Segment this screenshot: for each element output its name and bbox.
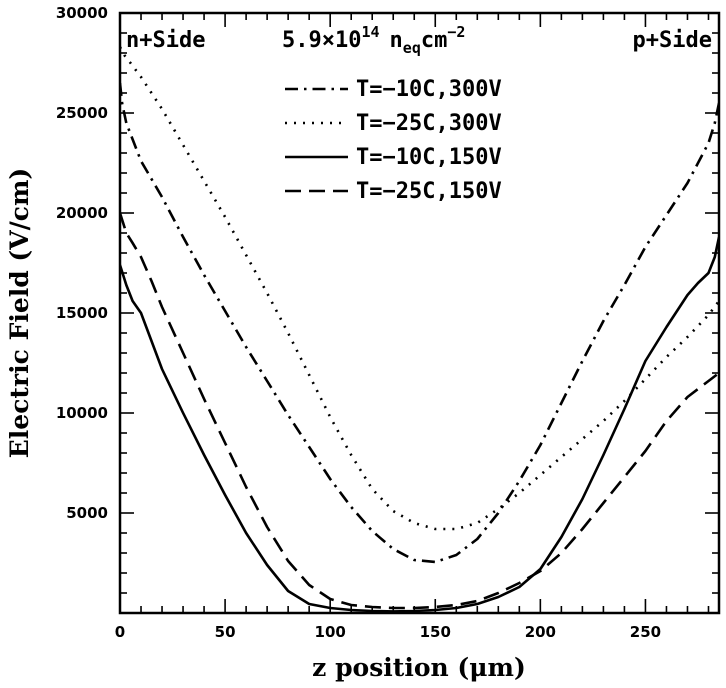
fluence-unit-exponent: −2 <box>447 23 465 41</box>
fluence-exponent: 14 <box>361 23 379 41</box>
x-tick-label: 0 <box>115 623 125 641</box>
legend-label-1: T=−10C,300V <box>356 77 502 102</box>
y-axis-title: Electric Field (V/cm) <box>5 168 34 459</box>
annotation-p-side: p+Side <box>633 28 712 53</box>
x-tick-label: 100 <box>315 623 346 641</box>
x-tick-label: 200 <box>525 623 556 641</box>
fluence-base: 5.9×10 <box>282 28 361 53</box>
y-tick-label: 10000 <box>56 404 108 422</box>
y-tick-label: 15000 <box>56 304 108 322</box>
fluence-unit-subscript: eq <box>403 39 421 57</box>
y-tick-label: 20000 <box>56 204 108 222</box>
fluence-unit-n: n <box>390 28 403 53</box>
x-tick-label: 50 <box>215 623 236 641</box>
x-axis-title: z position (μm) <box>312 653 526 682</box>
y-tick-label: 25000 <box>56 104 108 122</box>
fluence-unit-cm: cm <box>421 28 448 53</box>
y-tick-label: 5000 <box>66 504 108 522</box>
annotation-fluence: 5.9×1014 neqcm−2 <box>282 23 465 57</box>
series-line-3 <box>120 236 719 613</box>
legend-label-3: T=−10C,150V <box>356 145 502 170</box>
legend: T=−10C,300V T=−25C,300V T=−10C,150V T=−25C,… <box>285 77 502 204</box>
x-tick-label: 250 <box>630 623 661 641</box>
legend-label-4: T=−25C,150V <box>356 179 502 204</box>
legend-label-2: T=−25C,300V <box>356 111 502 136</box>
y-tick-label: 30000 <box>56 4 108 22</box>
plot-frame <box>118 11 721 615</box>
series-line-1 <box>120 82 719 564</box>
x-tick-label: 150 <box>420 623 451 641</box>
series-line-4 <box>120 212 719 610</box>
annotation-n-side: n+Side <box>126 28 205 53</box>
